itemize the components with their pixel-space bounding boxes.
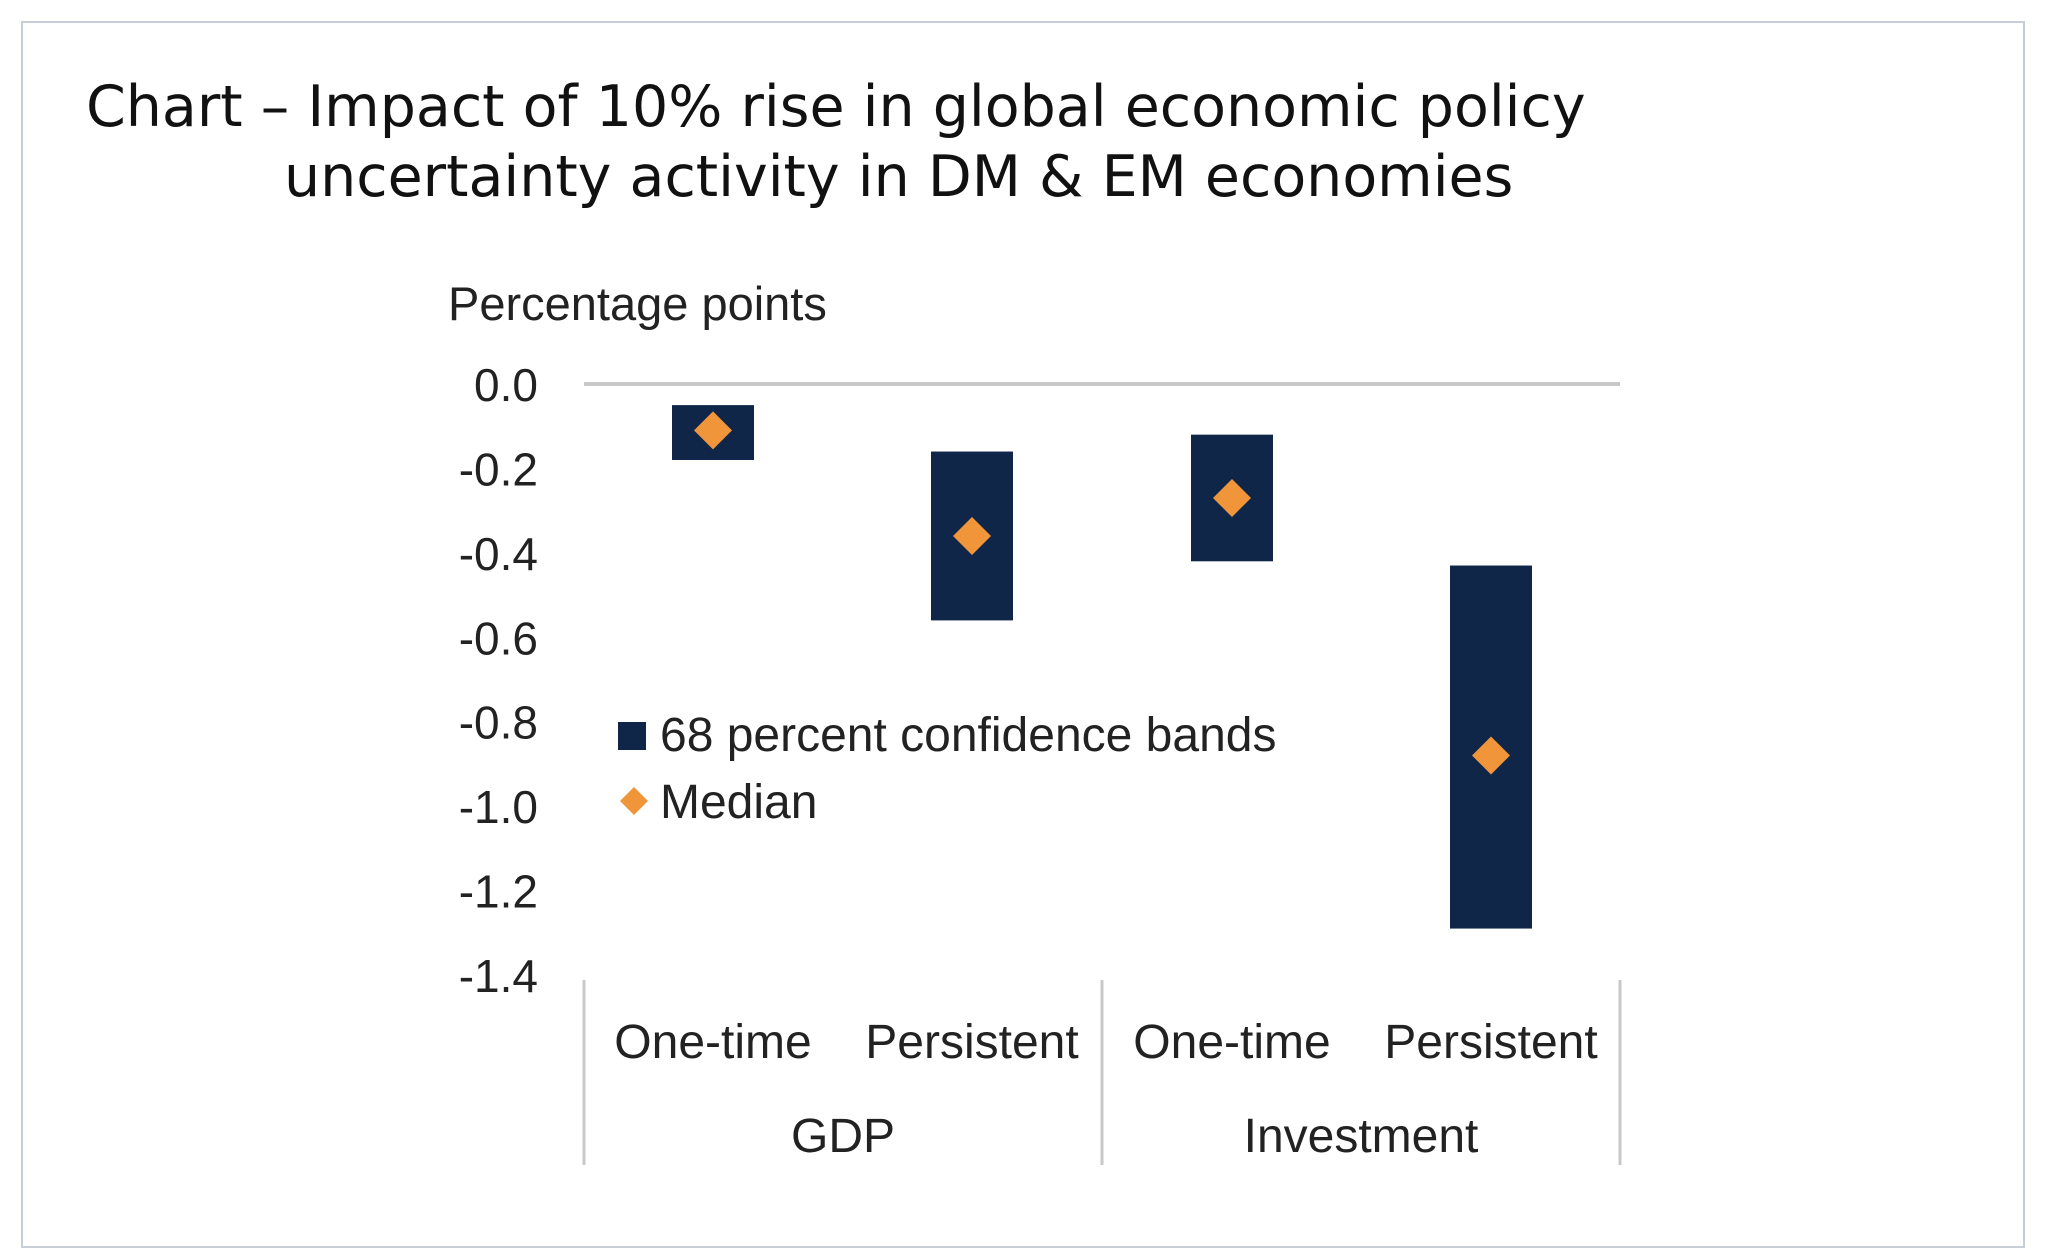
category-label: Persistent [1384,1016,1597,1069]
chart-title: Chart – Impact of 10% rise in global eco… [86,72,1586,212]
median-markers [694,411,1510,775]
median-marker [953,516,991,555]
y-tick-label: -0.2 [459,443,538,495]
y-tick-label: -0.6 [459,612,538,664]
legend-band-swatch [618,722,646,750]
y-tick-label: 0.0 [474,359,538,411]
legend: 68 percent confidence bands Median [618,709,1276,829]
y-tick-label: -0.4 [459,528,538,580]
y-axis-title: Percentage points [448,277,827,330]
category-labels: One-time Persistent One-time Persistent [614,1016,1597,1069]
category-label: One-time [614,1016,811,1069]
chart-title-line-1: Chart – Impact of 10% rise in global eco… [86,74,1586,140]
legend-median-swatch [620,787,648,815]
category-separators [582,980,1622,1165]
chart-title-line-2: uncertainty activity in DM & EM economie… [284,144,1514,210]
group-labels: GDP Investment [791,1110,1478,1163]
y-tick-label: -0.8 [459,697,538,749]
chart-frame [21,21,2025,1248]
median-marker [1213,478,1251,517]
confidence-bands [672,405,1532,929]
group-label: GDP [791,1110,895,1163]
legend-median-label: Median [660,776,817,829]
y-tick-label: -1.4 [459,950,538,1002]
y-tick-label: -1.2 [459,866,538,918]
median-marker [694,411,732,450]
category-label: One-time [1133,1016,1330,1069]
median-marker [1472,736,1510,775]
y-tick-label: -1.0 [459,781,538,833]
group-label: Investment [1244,1110,1479,1163]
category-label: Persistent [865,1016,1078,1069]
y-axis-ticks: 0.0 -0.2 -0.4 -0.6 -0.8 -1.0 -1.2 -1.4 [459,359,538,1002]
legend-band-label: 68 percent confidence bands [660,709,1276,762]
